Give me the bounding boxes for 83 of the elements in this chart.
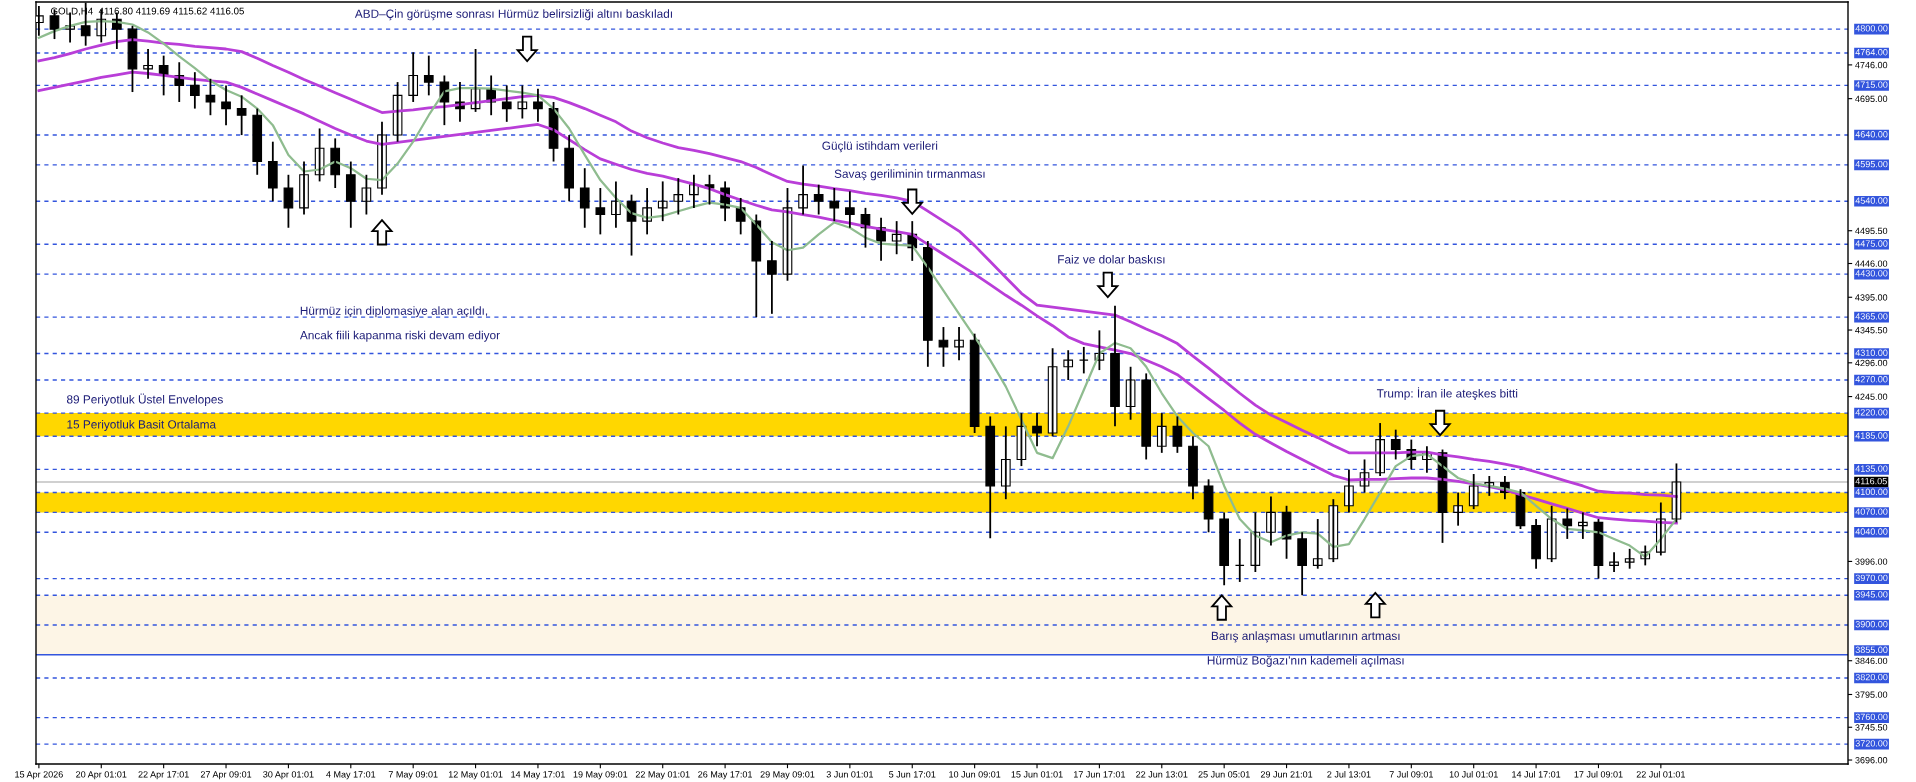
x-tick-label: 12 May 01:01	[448, 771, 503, 780]
x-tick-label: 20 Apr 01:01	[76, 771, 127, 780]
ref-line-label: 3970.00	[1855, 574, 1888, 582]
annotation: Trump: İran ile ateşkes bitti	[1376, 387, 1518, 400]
x-tick-label: 17 Jul 09:01	[1574, 770, 1623, 778]
ref-line-label: 4070.00	[1855, 508, 1888, 515]
ref-line-label: 3900.00	[1855, 621, 1888, 628]
ref-line-label: 4135.00	[1855, 465, 1888, 472]
annotation: Savaş geriliminin tırmanması	[834, 169, 985, 181]
annotation: Faiz ve dolar baskısı	[1058, 254, 1165, 264]
x-tick-label: 27 Apr 09:01	[200, 771, 252, 780]
x-tick-label: 26 May 17:01	[698, 771, 753, 780]
candlestick	[1016, 412, 1027, 467]
x-tick-label: 7 May 09:01	[388, 771, 438, 780]
candlestick	[1624, 547, 1635, 570]
annotation: Hürmüz Boğazı'nın kademeli açılması	[1207, 655, 1404, 667]
ref-line-label: 4715.00	[1855, 81, 1888, 88]
x-tick-label: 14 Jul 17:01	[1512, 770, 1561, 778]
annotation: Ancak fiili kapanma riski devam ediyor	[299, 330, 500, 342]
x-tick-label: 22 Jul 01:01	[1636, 770, 1686, 778]
candlestick	[1125, 365, 1136, 421]
candlestick	[1609, 551, 1619, 573]
candlestick	[1203, 478, 1214, 534]
annotation: Barış anlaşması umutlarının artması	[1211, 631, 1400, 643]
y-tick-label: 4245.00	[1855, 393, 1888, 400]
x-tick-label: 15 Apr 2026	[15, 771, 63, 780]
y-tick-label: 3745.50	[1855, 724, 1888, 731]
x-tick-label: 10 Jul 01:01	[1449, 770, 1498, 778]
ref-line-label: 4185.00	[1855, 432, 1888, 439]
ref-line-label: 4764.00	[1855, 49, 1888, 56]
y-tick-label: 3996.00	[1855, 558, 1888, 565]
ref-line-label: 4220.00	[1855, 409, 1888, 416]
x-tick-label: 14 May 17:01	[511, 771, 565, 780]
y-tick-label: 3795.00	[1855, 691, 1888, 698]
y-tick-label: 4495.50	[1855, 227, 1888, 235]
ref-line-label: 4800.00	[1855, 25, 1888, 32]
ref-line-label: 3855.00	[1855, 646, 1888, 653]
y-tick-label: 4695.00	[1855, 95, 1888, 103]
annotation: ABD–Çin görüşme sonrası Hürmüz belirsizliği altını baskıladı	[354, 9, 672, 21]
x-tick-label: 4 May 17:01	[326, 771, 376, 780]
x-tick-label: 7 Jul 09:01	[1389, 770, 1433, 778]
x-tick-label: 25 Jun 05:01	[1198, 771, 1250, 778]
y-tick-label: 4395.00	[1855, 294, 1888, 301]
y-tick-label: 4345.50	[1855, 327, 1888, 334]
y-tick-label: 4446.00	[1855, 260, 1888, 267]
x-tick-label: 3 Jun 01:01	[826, 771, 874, 778]
y-tick-label: 3846.00	[1855, 657, 1888, 665]
candlestick	[143, 48, 153, 80]
annotation: Güçlü istihdam verileri	[822, 141, 938, 153]
ref-line-label: 3820.00	[1855, 673, 1888, 681]
ref-line-label: 4640.00	[1855, 131, 1888, 138]
ref-line-label: 4475.00	[1855, 240, 1888, 247]
annotation: 89 Periyotluk Üstel Envelopes	[66, 393, 223, 406]
x-tick-label: 29 Jun 21:01	[1260, 771, 1313, 778]
ref-line-label: 4270.00	[1855, 376, 1888, 383]
ref-line-label: 4430.00	[1855, 270, 1888, 277]
y-tick-label: 3696.00	[1855, 757, 1888, 764]
ref-line-label: 4595.00	[1855, 160, 1888, 168]
ref-line-label: 4365.00	[1855, 313, 1888, 320]
ref-line-label: 3720.00	[1855, 740, 1888, 747]
x-tick-label: 22 Jun 13:01	[1136, 771, 1188, 778]
annotation: Hürmüz için diplomasiye alan açıldı,	[300, 306, 488, 318]
ref-line-label: 3760.00	[1855, 713, 1888, 721]
x-tick-label: 5 Jun 17:01	[889, 771, 936, 778]
ref-line-label: 4540.00	[1855, 197, 1888, 204]
ref-line-label: 4310.00	[1855, 349, 1888, 356]
x-tick-label: 2 Jul 13:01	[1327, 770, 1371, 778]
y-tick-label: 4746.00	[1855, 61, 1888, 69]
x-tick-label: 22 May 01:01	[635, 771, 690, 780]
ref-line-label: 4100.00	[1855, 488, 1888, 495]
x-tick-label: 19 May 09:01	[573, 771, 628, 780]
x-tick-label: 29 May 09:01	[760, 771, 815, 780]
ref-line-label: 4116.05	[1855, 477, 1887, 485]
ref-line-label: 3945.00	[1855, 591, 1888, 598]
ref-line-label: 4040.00	[1855, 528, 1888, 535]
x-tick-label: 17 Jun 17:01	[1073, 771, 1126, 778]
x-tick-label: 22 Apr 17:01	[138, 771, 189, 780]
x-tick-label: 10 Jun 09:01	[949, 771, 1001, 778]
candlestick	[283, 173, 294, 229]
annotation: 15 Periyotluk Basit Ortalama	[67, 419, 217, 431]
x-tick-label: 15 Jun 01:01	[1011, 771, 1063, 778]
y-tick-label: 4296.00	[1855, 359, 1888, 367]
x-tick-label: 30 Apr 01:01	[263, 771, 314, 780]
